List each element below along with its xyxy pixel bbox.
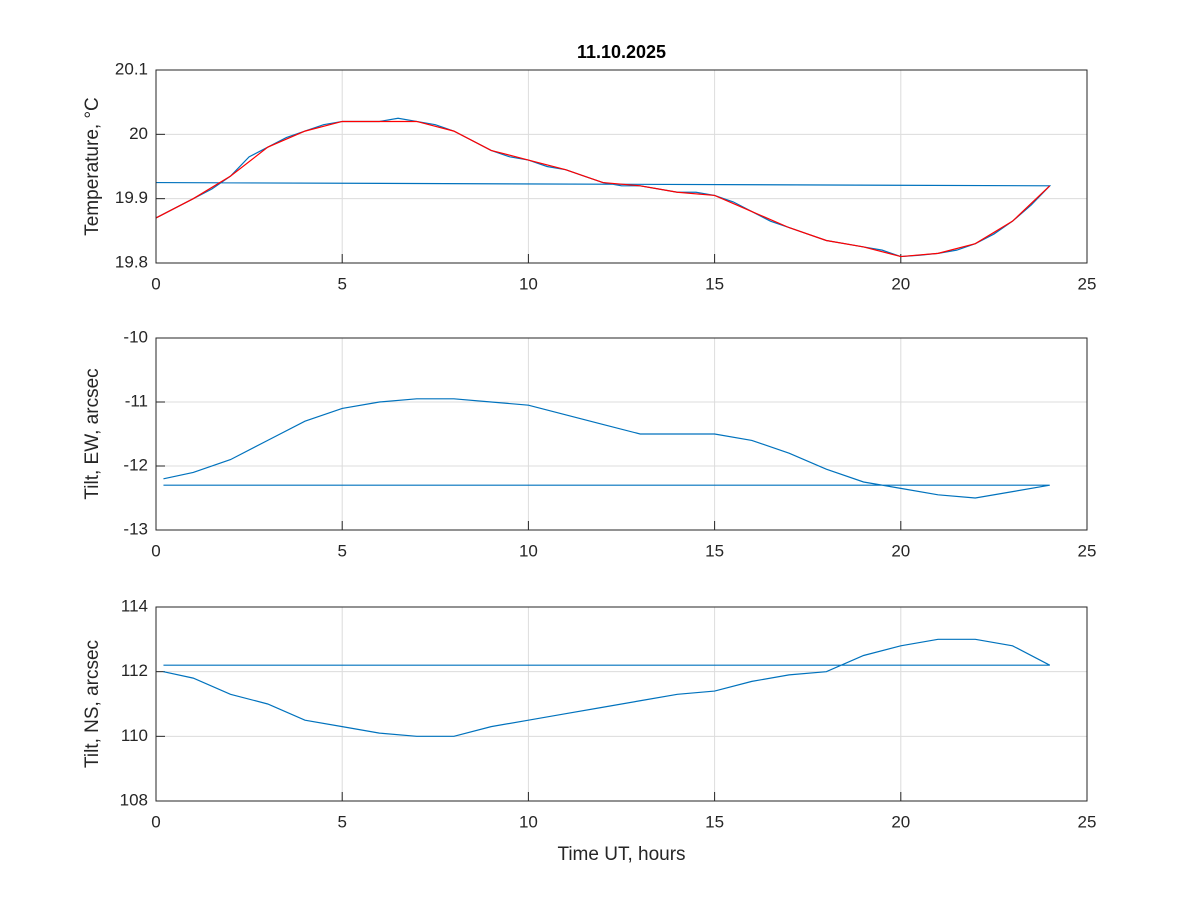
chart-title: 11.10.2025 [577,42,666,62]
x-tick-label: 0 [151,274,160,293]
plot-area [156,70,1087,263]
y-axis-label: Tilt, NS, arcsec [82,640,103,768]
y-axis-label: Temperature, °C [82,97,103,236]
x-tick-label: 20 [891,812,910,831]
plot-area [156,338,1087,530]
x-tick-label: 5 [337,274,346,293]
y-tick-label: 19.8 [115,252,148,271]
x-tick-label: 0 [151,812,160,831]
y-tick-label: -11 [125,391,148,410]
axes-frame [155,337,1088,531]
x-tick-label: 10 [519,541,538,560]
y-tick-label: 110 [121,726,148,745]
x-tick-label: 0 [151,541,160,560]
x-tick-label: 20 [891,541,910,560]
y-tick-label: 20.1 [115,59,148,78]
y-tick-label: 112 [121,661,148,680]
x-tick-label: 10 [519,812,538,831]
y-tick-label: -13 [123,519,148,538]
y-tick-label: -12 [123,455,148,474]
y-tick-label: 19.9 [115,188,148,207]
data-line [155,120,1051,258]
x-tick-label: 25 [1078,812,1097,831]
data-line [163,398,1050,499]
x-tick-label: 25 [1078,274,1097,293]
y-tick-label: 20 [129,124,148,143]
x-tick-label: 5 [337,812,346,831]
x-tick-label: 5 [337,541,346,560]
x-tick-label: 10 [519,274,538,293]
x-tick-label: 20 [891,274,910,293]
axes-frame [155,69,1088,264]
x-tick-label: 25 [1078,541,1097,560]
y-tick-label: 108 [120,790,148,809]
y-tick-label: 114 [121,596,148,615]
data-line [163,638,1051,737]
x-tick-label: 15 [705,274,724,293]
y-tick-label: -10 [123,327,148,346]
x-tick-label: 15 [705,541,724,560]
x-axis-label: Time UT, hours [557,844,685,865]
y-axis-label: Tilt, EW, arcsec [82,368,103,499]
x-tick-label: 15 [705,812,724,831]
axes-frame [155,606,1088,802]
